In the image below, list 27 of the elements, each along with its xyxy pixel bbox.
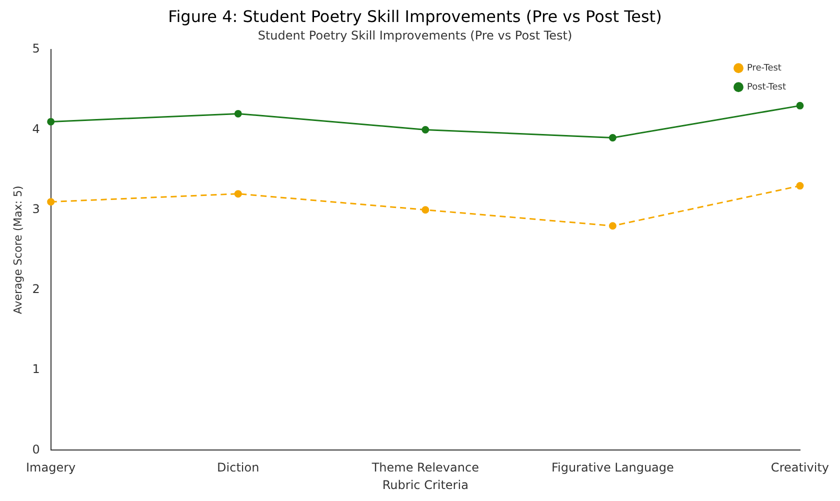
legend-label: Post-Test — [746, 82, 786, 92]
x-tick-label: Diction — [217, 460, 260, 475]
x-tick-label: Creativity — [770, 460, 830, 475]
point — [234, 110, 242, 118]
chart-subtitle: Student Poetry Skill Improvements (Pre vs Post Test) — [258, 28, 572, 43]
legend-label: Pre-Test — [746, 63, 782, 74]
y-tick-label: 1 — [32, 362, 40, 376]
y-tick-label: 5 — [32, 42, 40, 56]
point — [422, 206, 430, 214]
point — [796, 102, 804, 110]
point — [422, 126, 430, 134]
point — [608, 134, 616, 142]
x-tick-label: Theme Relevance — [370, 460, 479, 475]
y-tick-label: 0 — [32, 442, 40, 456]
chart-title: Figure 4: Student Poetry Skill Improvements (Pre vs Post Test) — [168, 6, 662, 26]
point — [234, 190, 242, 198]
y-tick-label: 3 — [32, 202, 40, 216]
point — [47, 198, 55, 206]
y-tick-label: 2 — [32, 282, 40, 296]
point — [47, 118, 55, 126]
x-axis-title: Rubric Criteria — [382, 478, 468, 492]
x-tick-label: Figurative Language — [551, 460, 674, 475]
point — [796, 182, 804, 190]
x-tick-label: Imagery — [26, 460, 76, 475]
point — [608, 222, 616, 230]
y-tick-label: 4 — [32, 122, 40, 136]
y-axis-title: Average Score (Max: 5) — [11, 186, 24, 314]
